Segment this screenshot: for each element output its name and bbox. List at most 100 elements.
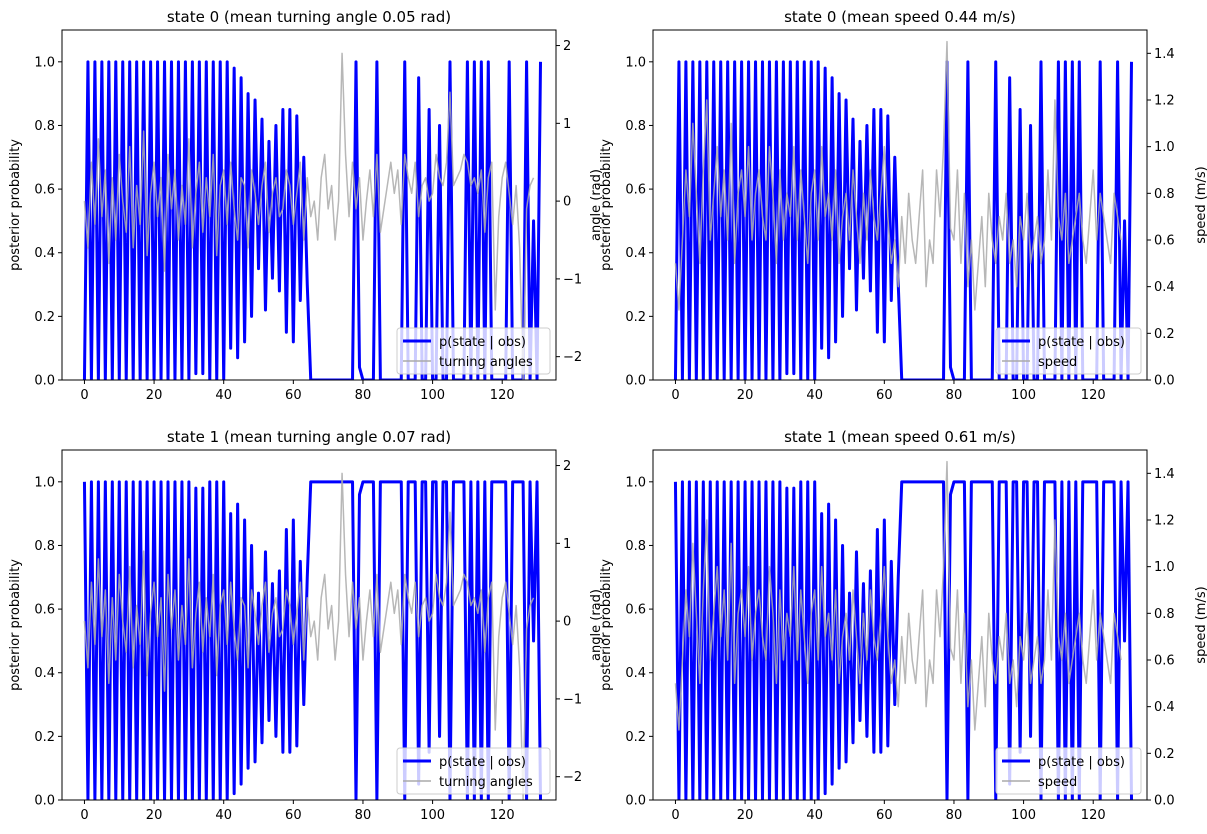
y-right-tick-label: 1.2 — [1154, 94, 1175, 109]
y-axis-label: posterior probability — [8, 559, 23, 691]
chart-title: state 0 (mean turning angle 0.05 rad) — [167, 8, 451, 26]
y-tick-label: 0.8 — [625, 539, 646, 554]
plot-area — [82, 472, 543, 800]
chart-panel-1: 0 20 40 60 80 100 120 0.0 0.2 0.4 0.6 0.8 1.0 0.0 0.2 0… — [599, 8, 1207, 403]
y-right-tick-label: 0.0 — [1154, 794, 1175, 809]
legend: p(state | obs) turning angles — [396, 747, 551, 795]
y-axis-label: posterior probability — [599, 139, 614, 271]
axes-frame — [652, 449, 1148, 801]
x-tick-label: 0 — [80, 388, 88, 403]
x-tick-label: 120 — [490, 808, 515, 823]
x-tick-label: 0 — [671, 388, 679, 403]
legend-label-posterior: p(state | obs) — [439, 335, 526, 350]
y-right-tick-label: 1 — [563, 117, 571, 132]
y-tick-label: 1.0 — [34, 55, 55, 70]
axes-frame — [61, 449, 557, 801]
axes-frame — [61, 29, 557, 381]
y-right-tick-label: 0.0 — [1154, 374, 1175, 389]
y-right-tick-label: 1.4 — [1154, 47, 1175, 62]
x-tick-label: 40 — [215, 808, 232, 823]
x-tick-label: 40 — [806, 388, 823, 403]
legend-box — [396, 747, 551, 795]
y-right-tick-label: 1.4 — [1154, 467, 1175, 482]
x-tick-label: 60 — [285, 808, 302, 823]
y-right-tick-label: 0.4 — [1154, 700, 1175, 715]
x-tick-label: 0 — [80, 808, 88, 823]
x-tick-label: 100 — [1011, 808, 1036, 823]
plot-area — [82, 52, 543, 380]
plot-area — [673, 460, 1134, 800]
posterior-line — [673, 60, 1134, 380]
x-tick-label: 80 — [355, 388, 372, 403]
y-right-axis-label: speed (m/s) — [1194, 166, 1207, 243]
y-right-tick-label: −1 — [563, 692, 582, 707]
chart-title: state 1 (mean turning angle 0.07 rad) — [167, 428, 451, 446]
legend-label-posterior: p(state | obs) — [1038, 335, 1125, 350]
y-tick-label: 1.0 — [34, 475, 55, 490]
y-right-tick-label: 2 — [563, 459, 571, 474]
y-right-tick-label: 1.0 — [1154, 140, 1175, 155]
legend-box — [995, 747, 1142, 795]
y-tick-label: 0.4 — [34, 246, 55, 261]
x-tick-label: 40 — [215, 388, 232, 403]
legend: p(state | obs) speed — [995, 327, 1142, 375]
x-tick-label: 100 — [1011, 388, 1036, 403]
x-tick-label: 40 — [806, 808, 823, 823]
y-tick-label: 0.0 — [34, 794, 55, 809]
y-tick-label: 0.6 — [34, 183, 55, 198]
legend-label-secondary: turning angles — [439, 775, 533, 790]
posterior-line — [82, 60, 543, 380]
y-right-tick-label: 0.4 — [1154, 280, 1175, 295]
legend: p(state | obs) speed — [995, 747, 1142, 795]
y-right-tick-label: 0.8 — [1154, 187, 1175, 202]
x-tick-label: 120 — [1081, 808, 1106, 823]
legend-label-posterior: p(state | obs) — [439, 755, 526, 770]
y-right-tick-label: 2 — [563, 39, 571, 54]
x-tick-label: 80 — [946, 808, 963, 823]
y-axis-label: posterior probability — [599, 559, 614, 691]
y-tick-label: 0.2 — [34, 730, 55, 745]
legend-box — [396, 327, 551, 375]
y-tick-label: 0.0 — [625, 374, 646, 389]
y-tick-label: 0.4 — [34, 666, 55, 681]
legend-label-secondary: speed — [1038, 775, 1077, 790]
y-right-tick-label: −2 — [563, 770, 582, 785]
x-tick-label: 60 — [876, 808, 893, 823]
legend: p(state | obs) turning angles — [396, 327, 551, 375]
x-tick-label: 0 — [671, 808, 679, 823]
speed-line — [674, 40, 1122, 311]
x-tick-label: 20 — [737, 808, 754, 823]
y-right-tick-label: 0 — [563, 195, 571, 210]
y-tick-label: 0.8 — [34, 119, 55, 134]
x-tick-label: 120 — [490, 388, 515, 403]
posterior-line — [82, 480, 543, 800]
y-axis-label: posterior probability — [8, 139, 23, 271]
y-tick-label: 1.0 — [625, 55, 646, 70]
y-right-tick-label: 0.6 — [1154, 234, 1175, 249]
legend-label-posterior: p(state | obs) — [1038, 755, 1125, 770]
chart-panel-0: 0 20 40 60 80 100 120 0.0 0.2 0.4 0.6 0.8 1.0 −2 −1 0 1 2… — [8, 8, 604, 403]
y-tick-label: 0.2 — [34, 310, 55, 325]
y-tick-label: 0.8 — [625, 119, 646, 134]
y-right-tick-label: 1.2 — [1154, 514, 1175, 529]
y-tick-label: 0.8 — [34, 539, 55, 554]
x-tick-label: 60 — [876, 388, 893, 403]
x-tick-label: 100 — [420, 808, 445, 823]
speed-line — [674, 460, 1122, 731]
y-tick-label: 0.4 — [625, 666, 646, 681]
y-right-axis-label: angle (rad) — [589, 169, 604, 241]
y-right-tick-label: −1 — [563, 272, 582, 287]
y-tick-label: 0.2 — [625, 310, 646, 325]
y-right-tick-label: 1.0 — [1154, 560, 1175, 575]
y-tick-label: 0.0 — [625, 794, 646, 809]
legend-label-secondary: speed — [1038, 355, 1077, 370]
x-tick-label: 20 — [737, 388, 754, 403]
y-right-tick-label: 0.8 — [1154, 607, 1175, 622]
y-right-axis-label: speed (m/s) — [1194, 586, 1207, 663]
y-tick-label: 0.0 — [34, 374, 55, 389]
y-right-tick-label: −2 — [563, 350, 582, 365]
chart-panel-3: 0 20 40 60 80 100 120 0.0 0.2 0.4 0.6 0.8 1.0 0.0 0.2 0… — [599, 428, 1207, 823]
y-right-tick-label: 0 — [563, 615, 571, 630]
x-tick-label: 20 — [146, 808, 163, 823]
